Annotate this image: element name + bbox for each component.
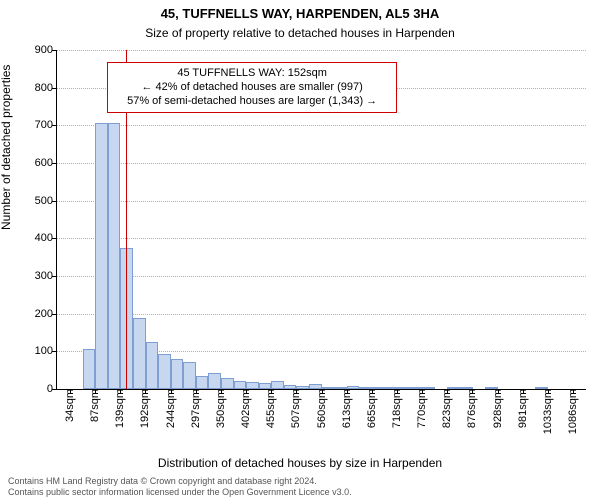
ytick-label: 900: [35, 44, 53, 56]
histogram-bar: [385, 387, 398, 389]
xtick-label: 139sqm: [114, 389, 126, 428]
histogram-bar: [246, 382, 259, 389]
histogram-bar: [535, 387, 548, 389]
histogram-bar: [83, 349, 96, 389]
xtick-label: 402sqm: [240, 389, 252, 428]
histogram-bar: [347, 386, 360, 389]
ytick-label: 0: [47, 383, 53, 395]
xtick-label: 1086sqm: [567, 389, 579, 434]
grid-line: [57, 238, 586, 239]
grid-line: [57, 314, 586, 315]
x-axis-label: Distribution of detached houses by size …: [0, 456, 600, 470]
grid-line: [57, 163, 586, 164]
grid-line: [57, 125, 586, 126]
xtick-label: 244sqm: [165, 389, 177, 428]
xtick-label: 928sqm: [492, 389, 504, 428]
xtick-label: 507sqm: [290, 389, 302, 428]
histogram-bar: [397, 387, 410, 389]
xtick-label: 770sqm: [416, 389, 428, 428]
histogram-bar: [271, 381, 284, 389]
histogram-bar: [460, 387, 473, 389]
histogram-bar: [322, 387, 335, 389]
ytick-label: 700: [35, 119, 53, 131]
xtick-label: 1033sqm: [542, 389, 554, 434]
xtick-label: 560sqm: [316, 389, 328, 428]
xtick-label: 981sqm: [517, 389, 529, 428]
y-axis-label: Number of detached properties: [0, 65, 13, 230]
footer-line1: Contains HM Land Registry data © Crown c…: [8, 476, 352, 487]
histogram-bar: [284, 385, 297, 389]
histogram-bar: [296, 386, 309, 389]
ytick-label: 300: [35, 270, 53, 282]
xtick-label: 350sqm: [215, 389, 227, 428]
grid-line: [57, 201, 586, 202]
histogram-bar: [334, 387, 347, 389]
xtick-label: 823sqm: [441, 389, 453, 428]
histogram-bar: [208, 373, 221, 389]
footer-line2: Contains public sector information licen…: [8, 487, 352, 498]
histogram-bar: [410, 387, 423, 389]
histogram-bar: [422, 387, 435, 389]
histogram-bar: [309, 384, 322, 389]
xtick-label: 876sqm: [466, 389, 478, 428]
xtick-label: 34sqm: [64, 389, 76, 422]
histogram-bar: [133, 318, 146, 389]
annotation-line2: ← 42% of detached houses are smaller (99…: [114, 81, 390, 95]
histogram-bar: [146, 342, 159, 389]
histogram-bar: [221, 378, 234, 389]
xtick-label: 718sqm: [391, 389, 403, 428]
xtick-label: 613sqm: [341, 389, 353, 428]
plot-area: 010020030040050060070080090034sqm87sqm13…: [56, 50, 586, 390]
chart-title-line1: 45, TUFFNELLS WAY, HARPENDEN, AL5 3HA: [0, 6, 600, 21]
ytick-label: 200: [35, 308, 53, 320]
ytick-label: 800: [35, 82, 53, 94]
xtick-label: 665sqm: [366, 389, 378, 428]
histogram-bar: [259, 383, 272, 389]
histogram-bar: [359, 387, 372, 389]
histogram-bar: [108, 123, 121, 389]
annotation-box: 45 TUFFNELLS WAY: 152sqm← 42% of detache…: [107, 62, 397, 113]
histogram-bar: [95, 123, 108, 389]
xtick-label: 297sqm: [190, 389, 202, 428]
histogram-bar: [372, 387, 385, 389]
grid-line: [57, 50, 586, 51]
grid-line: [57, 276, 586, 277]
footer-attribution: Contains HM Land Registry data © Crown c…: [8, 476, 352, 498]
xtick-label: 87sqm: [89, 389, 101, 422]
xtick-label: 192sqm: [139, 389, 151, 428]
histogram-bar: [234, 381, 247, 389]
chart-title-line2: Size of property relative to detached ho…: [0, 26, 600, 40]
histogram-bar: [171, 359, 184, 389]
annotation-line1: 45 TUFFNELLS WAY: 152sqm: [114, 67, 390, 81]
ytick-label: 600: [35, 157, 53, 169]
xtick-label: 455sqm: [265, 389, 277, 428]
annotation-line3: 57% of semi-detached houses are larger (…: [114, 95, 390, 109]
histogram-bar: [158, 354, 171, 389]
histogram-bar: [447, 387, 460, 389]
histogram-bar: [485, 387, 498, 389]
ytick-label: 100: [35, 345, 53, 357]
ytick-label: 500: [35, 195, 53, 207]
histogram-bar: [183, 362, 196, 389]
histogram-bar: [196, 376, 209, 389]
ytick-label: 400: [35, 232, 53, 244]
